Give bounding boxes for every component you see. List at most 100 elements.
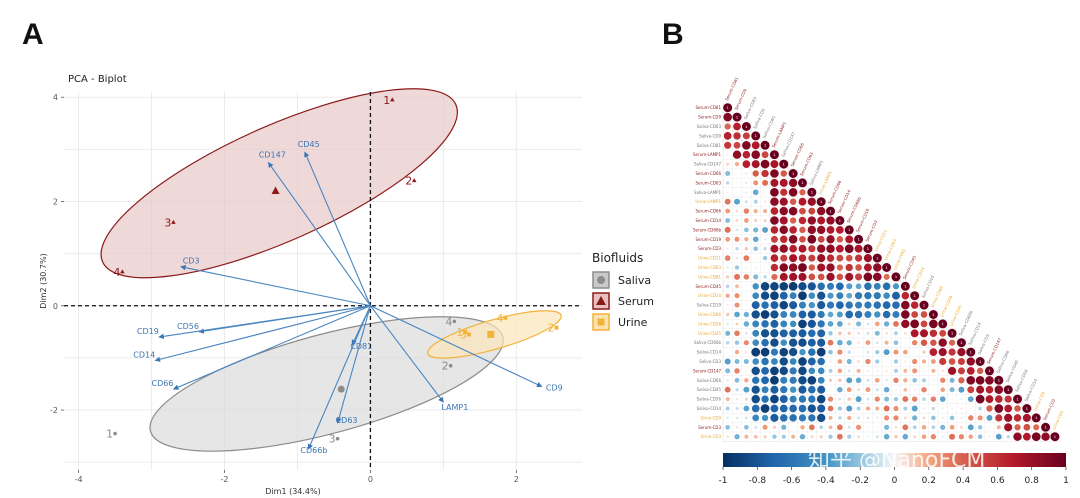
correlation-circle	[735, 256, 739, 260]
diagonal-value: 1	[792, 171, 795, 176]
row-label: Saliva-CD14	[697, 406, 722, 411]
correlation-circle	[798, 272, 807, 281]
correlation-circle	[836, 321, 843, 327]
diagonal-value: 1	[1026, 406, 1029, 411]
correlation-circle	[836, 292, 844, 300]
correlation-circle	[883, 292, 890, 299]
colorbar-tick-label: 0.2	[922, 476, 936, 486]
correlation-circle	[817, 404, 826, 413]
correlation-circle	[808, 264, 816, 271]
correlation-circle	[770, 197, 779, 206]
correlation-circle	[866, 331, 870, 335]
row-label: Saliva-CD9	[699, 133, 721, 138]
correlation-circle	[866, 369, 869, 372]
correlation-circle	[932, 388, 935, 391]
correlation-circle	[770, 244, 779, 253]
diagonal-value: 1	[839, 218, 842, 223]
correlation-circle	[754, 266, 757, 269]
correlation-circle	[872, 253, 882, 263]
correlation-circle	[884, 415, 890, 421]
correlation-circle	[827, 405, 834, 412]
correlation-circle	[845, 254, 853, 262]
correlation-circle	[763, 238, 767, 241]
correlation-circle	[808, 329, 816, 338]
correlation-circle	[829, 388, 832, 391]
correlation-circle	[928, 310, 938, 319]
row-label: Saliva-CD14	[697, 350, 722, 355]
loading-arrow-cd63	[336, 305, 371, 424]
row-label: Serum-CD3	[698, 425, 721, 430]
correlation-circle	[940, 387, 946, 392]
correlation-circle	[817, 338, 826, 347]
correlation-circle	[735, 398, 739, 401]
correlation-circle	[902, 424, 909, 431]
correlation-circle	[754, 425, 758, 429]
correlation-circle	[836, 311, 843, 318]
correlation-circle	[883, 433, 890, 440]
correlation-circle	[883, 321, 890, 327]
correlation-circle	[1003, 385, 1013, 395]
diagonal-value: 1	[904, 284, 907, 289]
correlation-circle	[975, 394, 985, 404]
correlation-circle	[1033, 424, 1040, 431]
diagonal-value: 1	[811, 190, 814, 195]
correlation-circle	[855, 264, 862, 271]
correlation-circle	[779, 197, 788, 206]
correlation-circle	[799, 207, 806, 215]
y-axis-label: Dim2 (30.7%)	[39, 253, 48, 308]
correlation-circle	[808, 424, 815, 431]
correlation-circle	[788, 347, 798, 357]
correlation-circle	[789, 311, 797, 318]
point-label-urine: 4	[496, 312, 503, 325]
correlation-circle	[752, 358, 760, 365]
correlation-circle	[985, 376, 994, 385]
correlation-circle	[920, 339, 928, 346]
correlation-circle	[948, 339, 956, 346]
correlation-circle	[817, 244, 826, 253]
correlation-circle	[799, 189, 806, 196]
correlation-circle	[788, 178, 798, 188]
colorbar-tick-label: 0	[892, 476, 898, 486]
variable-label-cd3: CD3	[183, 257, 200, 266]
correlation-circle	[857, 341, 860, 344]
correlation-circle	[772, 434, 777, 439]
correlation-circle	[921, 359, 927, 364]
correlation-circle	[798, 282, 807, 291]
row-label: Saliva-CD66b	[694, 340, 721, 345]
correlation-circle	[781, 434, 786, 439]
correlation-circle	[882, 282, 891, 291]
correlation-circle	[1031, 432, 1041, 442]
correlation-circle	[855, 273, 863, 281]
correlation-circle	[940, 424, 946, 430]
correlation-circle	[764, 191, 766, 193]
correlation-circle	[1014, 405, 1021, 412]
correlation-circle	[864, 310, 872, 319]
correlation-circle	[770, 178, 779, 187]
correlation-circle	[770, 329, 779, 338]
correlation-circle	[807, 404, 816, 413]
correlation-circle	[752, 329, 760, 337]
correlation-circle	[994, 404, 1004, 413]
column-label: Serum-CD14	[836, 189, 851, 215]
point-label-serum: 1	[383, 94, 390, 107]
correlation-circle	[939, 357, 947, 366]
correlation-circle	[893, 415, 899, 421]
diagonal-value: 1	[1016, 396, 1019, 401]
column-label: Serum-CD63	[799, 151, 814, 177]
correlation-circle	[866, 397, 870, 401]
confidence-ellipse-serum	[100, 88, 458, 279]
correlation-circle	[817, 413, 826, 423]
correlation-circle	[779, 263, 789, 272]
correlation-circle	[922, 350, 926, 354]
correlation-circle	[836, 226, 844, 234]
correlation-circle	[977, 415, 983, 421]
correlation-circle	[866, 435, 869, 438]
point-serum	[171, 219, 176, 224]
correlation-circle	[904, 360, 907, 363]
row-label: Serum-CD147	[693, 368, 721, 373]
correlation-circle	[735, 219, 739, 222]
correlation-circle	[883, 273, 890, 280]
correlation-circle	[875, 349, 880, 355]
diagonal-value: 1	[998, 378, 1001, 383]
correlation-circle	[724, 226, 731, 233]
